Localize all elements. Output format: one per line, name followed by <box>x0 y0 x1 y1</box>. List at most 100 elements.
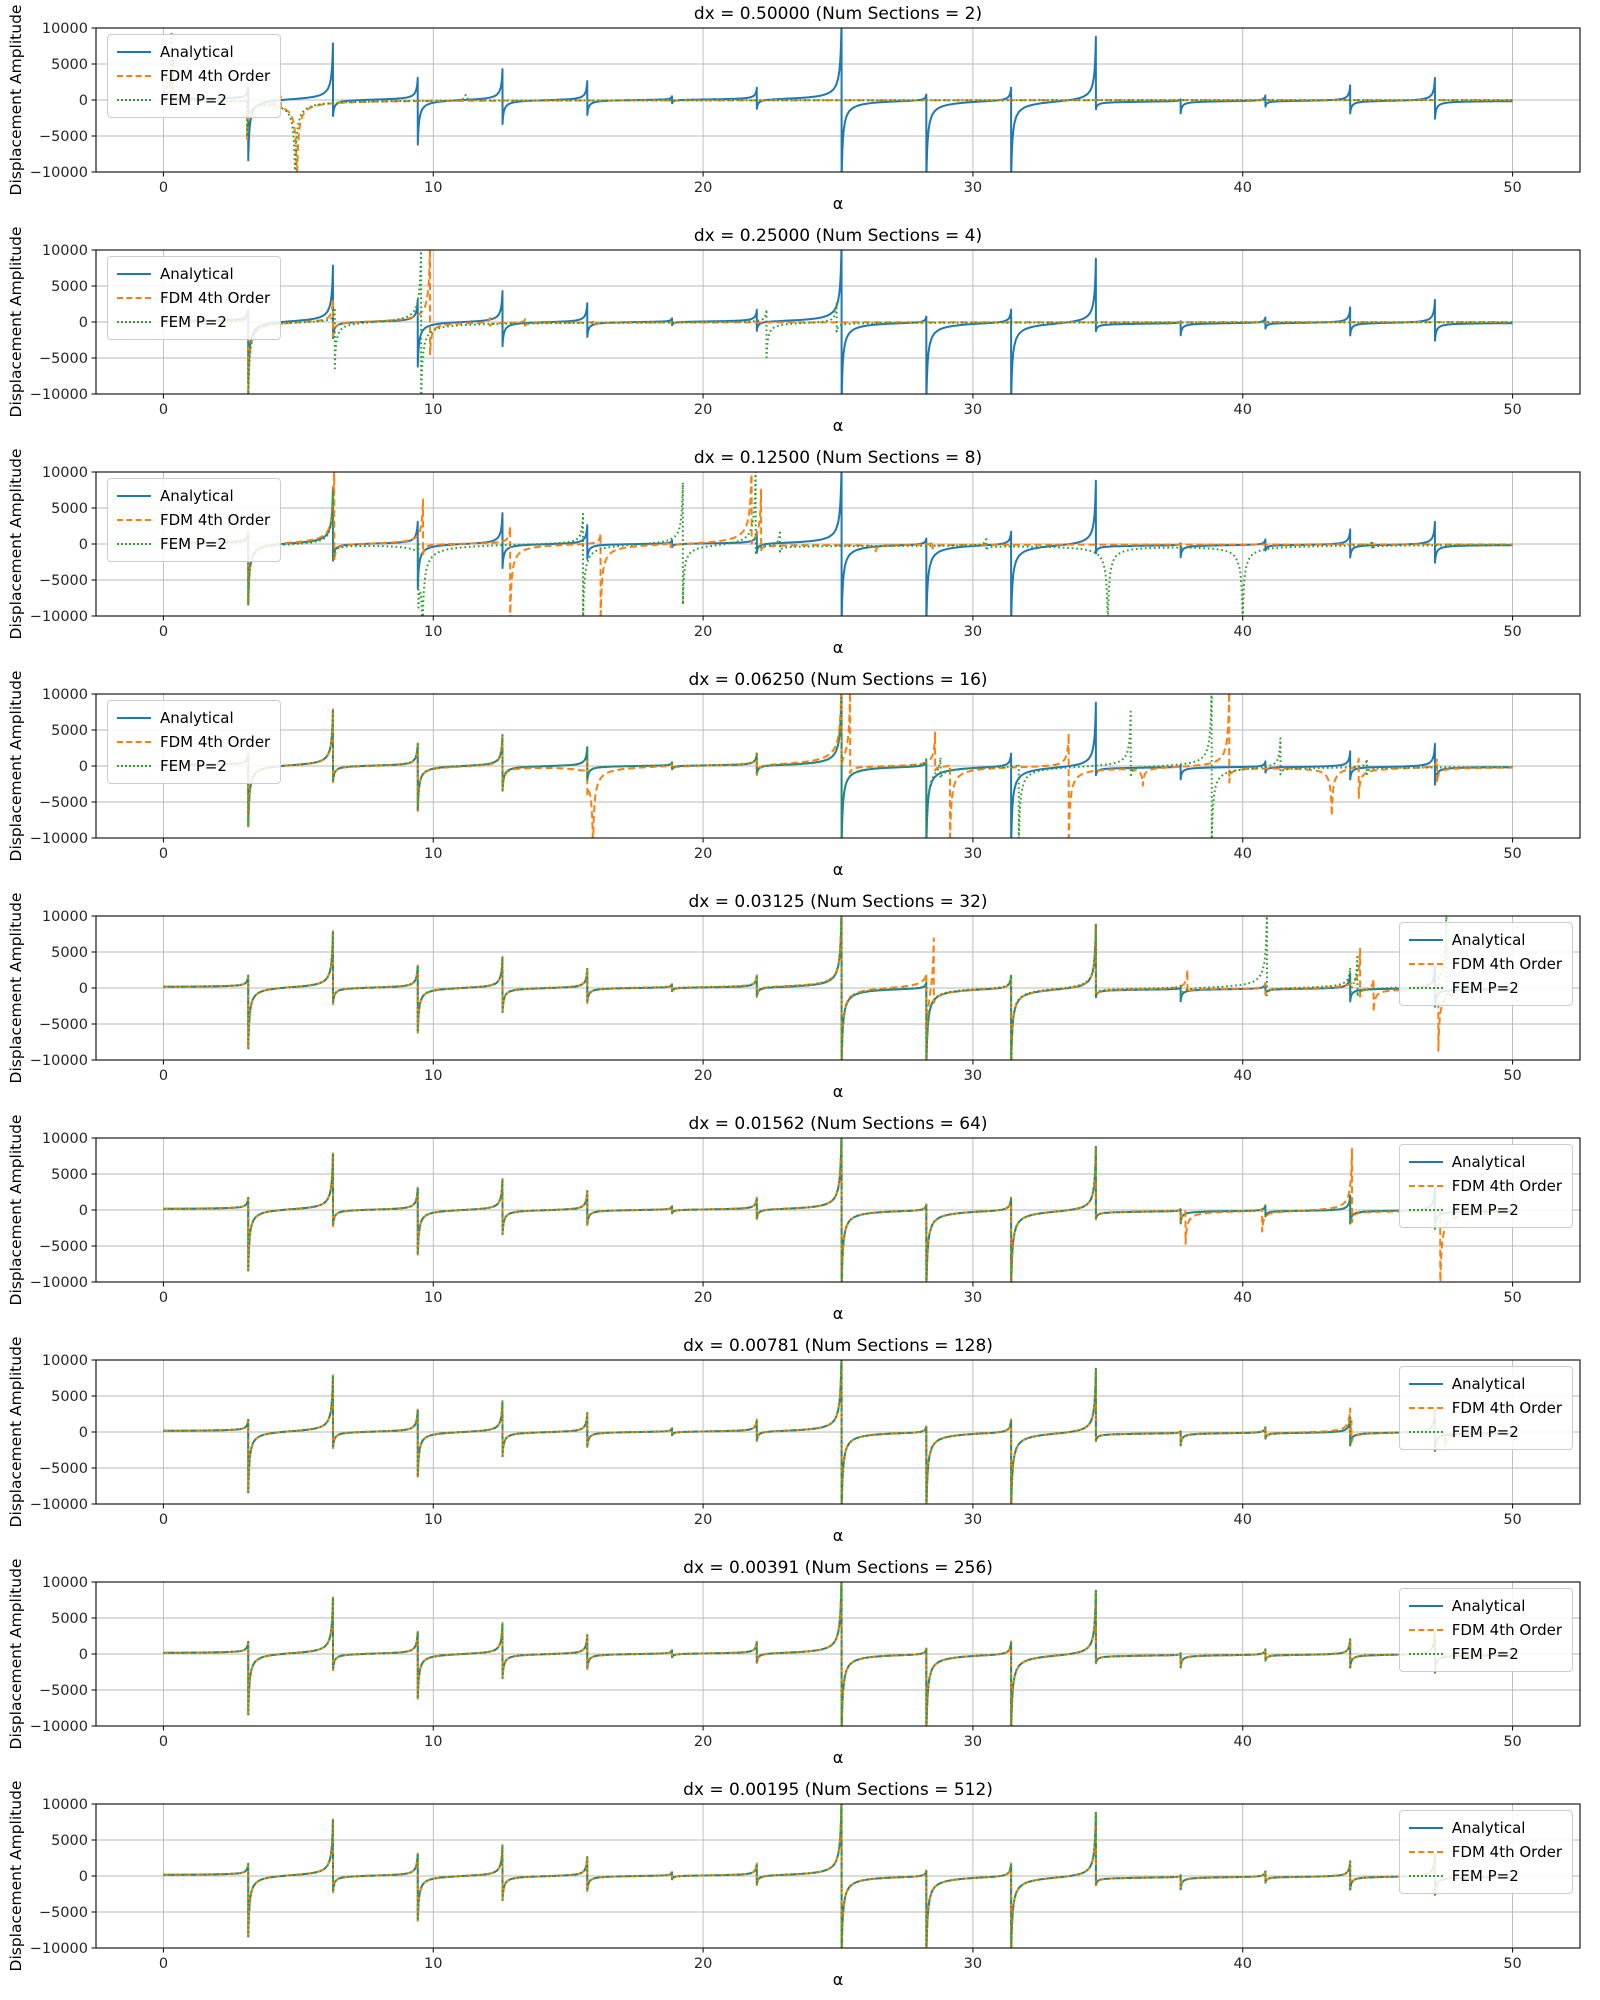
x-tick-label: 50 <box>1503 1290 1521 1306</box>
tick-marks <box>91 1803 1514 1953</box>
legend-entry: FDM 4th Order <box>1408 1840 1562 1864</box>
series-line-fdm-4th-order <box>163 250 1513 394</box>
y-axis-label: Displacement Amplitude <box>7 1114 25 1306</box>
tick-labels: 0 10 20 30 40 50 10000 5000 0 −5000 −10000 <box>30 1353 1522 1528</box>
tick-labels: 0 10 20 30 40 50 10000 5000 0 −5000 −10000 <box>30 465 1522 640</box>
x-tick-label: 30 <box>964 402 982 418</box>
x-tick-label: 50 <box>1503 1734 1521 1750</box>
x-tick-label: 0 <box>159 1068 168 1084</box>
legend-line-sample-dashed <box>1408 1851 1443 1853</box>
legend-label: Analytical <box>160 43 234 61</box>
y-tick-label: −10000 <box>30 387 88 403</box>
legend-line-sample-solid <box>1408 1161 1443 1163</box>
legend-label: Analytical <box>1451 1819 1526 1837</box>
x-tick-label: 10 <box>424 1290 442 1306</box>
x-tick-label: 30 <box>964 1512 982 1528</box>
series-line-fem-p-2 <box>162 32 1513 172</box>
x-tick-label: 10 <box>424 1512 442 1528</box>
y-tick-label: −5000 <box>39 573 88 589</box>
x-tick-label: 0 <box>159 180 168 196</box>
subplot-title: dx = 0.00781 (Num Sections = 128) <box>683 1336 993 1356</box>
y-tick-label: −5000 <box>39 351 88 367</box>
tick-marks <box>91 1137 1514 1287</box>
x-tick-label: 30 <box>964 624 982 640</box>
subplot-title: dx = 0.25000 (Num Sections = 4) <box>693 226 983 246</box>
legend-entry: Analytical <box>117 262 270 286</box>
legend-label: FEM P=2 <box>1451 979 1519 997</box>
tick-marks <box>91 471 1514 621</box>
x-tick-label: 40 <box>1234 180 1252 196</box>
legend-label: FDM 4th Order <box>1451 1621 1562 1639</box>
x-axis-label: α <box>832 1082 844 1101</box>
x-tick-label: 50 <box>1503 1956 1521 1972</box>
tick-labels: 0 10 20 30 40 50 10000 5000 0 −5000 −10000 <box>30 1575 1522 1750</box>
y-tick-label: 5000 <box>51 279 88 295</box>
legend-line-sample-dotted <box>117 321 151 323</box>
legend: Analytical FDM 4th Order FEM P=2 <box>1398 1588 1573 1672</box>
y-tick-label: 10000 <box>42 1131 88 1147</box>
y-tick-label: −5000 <box>39 129 88 145</box>
legend-entry: Analytical <box>1408 1372 1562 1396</box>
y-tick-label: 0 <box>79 93 88 109</box>
y-axis-label: Displacement Amplitude <box>7 1558 25 1750</box>
x-tick-label: 40 <box>1234 624 1252 640</box>
legend-label: Analytical <box>1451 1153 1526 1171</box>
legend-line-sample-dotted <box>117 99 151 101</box>
legend-line-sample-dashed <box>117 519 151 521</box>
legend-line-sample-dashed <box>1408 1629 1443 1631</box>
gridlines <box>96 1803 1580 1949</box>
x-tick-label: 0 <box>159 1734 168 1750</box>
x-tick-label: 0 <box>159 624 168 640</box>
subplot-4-canvas: 0 10 20 30 40 50 10000 5000 0 −5000 −10000 <box>30 687 1581 862</box>
y-tick-label: −5000 <box>39 1017 88 1033</box>
x-tick-label: 50 <box>1503 624 1521 640</box>
x-axis-label: α <box>832 1748 844 1767</box>
y-tick-label: −5000 <box>39 1461 88 1477</box>
legend-line-sample-solid <box>117 717 151 719</box>
gridlines <box>96 1359 1580 1505</box>
subplot-1-canvas: 0 10 20 30 40 50 10000 5000 0 −5000 −10000 <box>30 21 1581 196</box>
y-tick-label: 10000 <box>42 465 88 481</box>
legend-line-sample-dotted <box>1408 1209 1443 1211</box>
x-tick-label: 10 <box>424 1956 442 1972</box>
y-tick-label: −10000 <box>30 1719 88 1735</box>
legend-label: FDM 4th Order <box>160 511 271 529</box>
subplot-title: dx = 0.06250 (Num Sections = 16) <box>688 670 988 690</box>
y-tick-label: 5000 <box>51 1389 88 1405</box>
legend-line-sample-solid <box>117 495 151 497</box>
series-line-fdm-4th-order <box>163 1138 1513 1282</box>
y-tick-label: 0 <box>79 1203 88 1219</box>
y-tick-label: −10000 <box>30 1941 88 1957</box>
series-line-fdm-4th-order <box>163 694 1513 838</box>
legend-entry: FDM 4th Order <box>117 730 270 754</box>
y-tick-label: 5000 <box>51 1833 88 1849</box>
legend-line-sample-solid <box>1408 1827 1443 1829</box>
y-tick-label: −5000 <box>39 1683 88 1699</box>
x-tick-label: 50 <box>1503 1512 1521 1528</box>
y-tick-label: −10000 <box>30 609 88 625</box>
legend-entry: Analytical <box>117 40 270 64</box>
legend-label: FDM 4th Order <box>1451 1399 1562 1417</box>
legend-line-sample-dashed <box>117 741 151 743</box>
x-tick-label: 0 <box>159 846 168 862</box>
legend-line-sample-solid <box>117 273 151 275</box>
y-axis-label: Displacement Amplitude <box>7 1780 25 1972</box>
tick-marks <box>91 1359 1514 1509</box>
series-line-fem-p-2 <box>163 1138 1513 1282</box>
x-tick-label: 40 <box>1234 1068 1252 1084</box>
subplot-title: dx = 0.01562 (Num Sections = 64) <box>688 1114 988 1134</box>
tick-marks <box>91 915 1514 1065</box>
y-tick-label: 5000 <box>51 501 88 517</box>
x-tick-label: 40 <box>1234 402 1252 418</box>
series-line-fdm-4th-order <box>163 472 1513 616</box>
tick-marks <box>91 693 1514 843</box>
legend-entry: Analytical <box>1408 1816 1562 1840</box>
x-tick-label: 0 <box>159 402 168 418</box>
legend-label: Analytical <box>1451 1597 1526 1615</box>
y-tick-label: −10000 <box>30 1053 88 1069</box>
x-tick-label: 50 <box>1503 402 1521 418</box>
x-axis-label: α <box>832 416 844 435</box>
legend-entry: FDM 4th Order <box>117 64 270 88</box>
x-tick-label: 40 <box>1234 1956 1252 1972</box>
